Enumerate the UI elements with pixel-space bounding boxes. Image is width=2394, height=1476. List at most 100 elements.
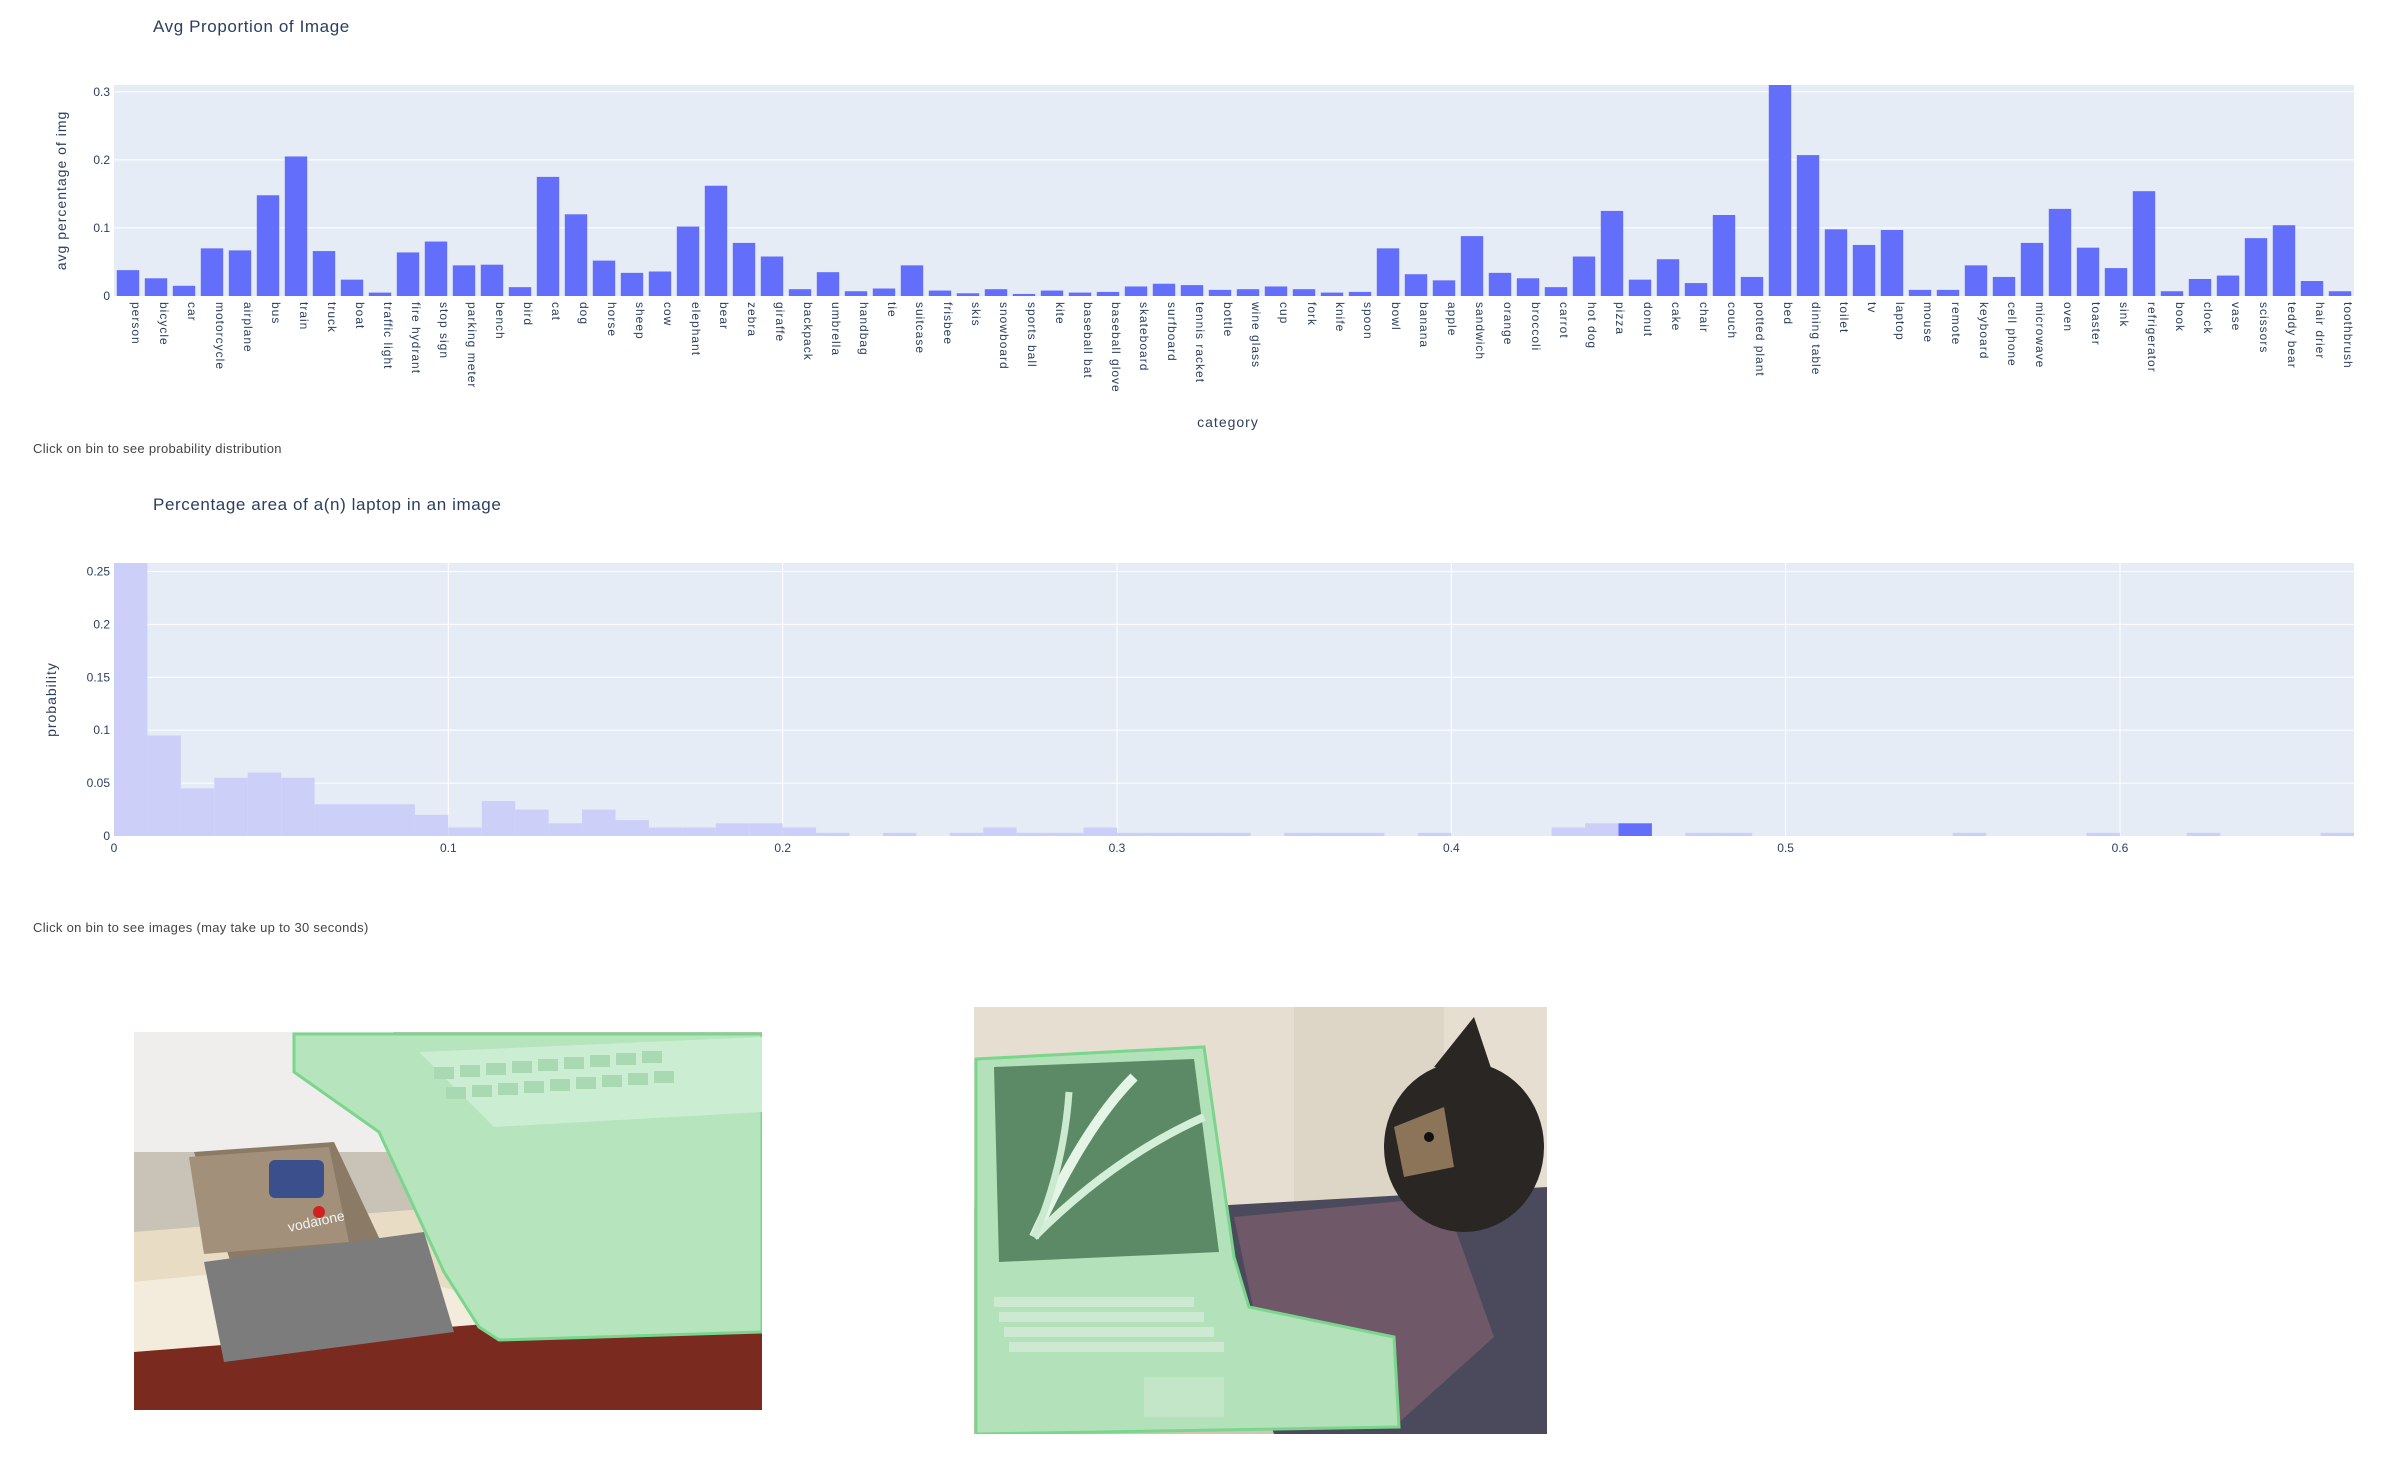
x-tick-label: toaster: [2089, 302, 2103, 346]
x-tick-label: kite: [1053, 302, 1067, 325]
x-tick-label: laptop: [1893, 302, 1907, 341]
x-tick-label: truck: [325, 302, 339, 333]
x-tick-label: cell phone: [2005, 302, 2019, 367]
hist-bin: [749, 823, 783, 836]
y-tick-label: 0: [103, 289, 110, 303]
x-tick-label: cup: [1277, 302, 1291, 324]
bar-microwave: [2020, 242, 2044, 296]
x-tick-label: train: [297, 302, 311, 330]
bar-baseball-bat: [1068, 292, 1092, 296]
x-tick-label: bear: [717, 302, 731, 330]
hist-bin: [2320, 832, 2354, 836]
x-axis-title: category: [1197, 414, 1259, 430]
bar-handbag: [844, 291, 868, 296]
bar-bottle: [1208, 289, 1232, 296]
bar-bench: [480, 264, 504, 296]
x-tick-label: bowl: [1389, 302, 1403, 331]
x-tick-label: sandwich: [1473, 302, 1487, 360]
bar-traffic-light: [368, 292, 392, 296]
bar-dining-table: [1796, 155, 1820, 296]
y-tick-label: 0.25: [87, 564, 111, 578]
bar-keyboard: [1964, 265, 1988, 296]
bar-book: [2160, 291, 2184, 296]
x-tick-label: keyboard: [1977, 302, 1991, 359]
bar-bird: [508, 287, 532, 296]
bar-baseball-glove: [1096, 291, 1120, 296]
avg-proportion-bar-chart[interactable]: 0 0.1 0.2 0.3 person bicycle car motorcycle airp…: [0, 0, 2394, 440]
hist-bin: [2186, 832, 2221, 836]
bar-banana: [1404, 274, 1428, 296]
x-tick-label: spoon: [1361, 302, 1375, 340]
x-tick-label: snowboard: [997, 302, 1011, 370]
bar-sports-ball: [1012, 293, 1036, 296]
x-tick-label: carrot: [1557, 302, 1571, 339]
hist-bin: [1317, 832, 1352, 836]
x-tick-label: couch: [1725, 302, 1739, 339]
bar-wine-glass: [1236, 289, 1260, 296]
bar-umbrella: [816, 272, 840, 296]
bar-bed: [1768, 85, 1792, 296]
bar-frisbee: [928, 290, 952, 296]
result-image-phones-laptop[interactable]: vodafone: [134, 1032, 762, 1410]
y-tick-label: 0.05: [87, 776, 111, 790]
y-axis-title: probability: [43, 662, 59, 737]
x-tick-label: airplane: [241, 302, 255, 353]
x-tick-label: tie: [885, 302, 899, 318]
hist-bin: [414, 814, 449, 836]
bar-bowl: [1376, 248, 1400, 296]
x-tick-label: elephant: [689, 302, 703, 356]
x-tick-label: fork: [1305, 302, 1319, 326]
bar-remote: [1936, 289, 1960, 296]
x-tick-label: bird: [521, 302, 535, 326]
y-tick-label: 0.2: [93, 153, 110, 167]
x-tick-label: potted plant: [1753, 302, 1767, 377]
bar-carrot: [1544, 287, 1568, 296]
bar-giraffe: [760, 256, 784, 296]
x-tick-label: remote: [1949, 302, 1963, 345]
bar-cell-phone: [1992, 276, 2016, 296]
hist-bin: [782, 827, 817, 836]
bar-oven: [2048, 208, 2072, 296]
x-tick-label: tennis racket: [1193, 302, 1207, 383]
bar-pizza: [1600, 210, 1624, 296]
x-tick-label: sports ball: [1025, 302, 1039, 368]
bar-bicycle: [144, 278, 168, 296]
x-tick-label: skis: [969, 302, 983, 327]
bar-knife: [1320, 292, 1344, 296]
x-tick-label: suitcase: [913, 302, 927, 354]
x-tick-label: wine glass: [1249, 301, 1263, 368]
bar-cat: [536, 176, 560, 296]
x-tick-label: oven: [2061, 302, 2075, 332]
hist-bin: [314, 804, 349, 836]
bar-stop-sign: [424, 241, 448, 296]
x-tick-label: 0.2: [774, 841, 791, 855]
bar-skateboard: [1124, 286, 1148, 296]
x-tick-label: 0.3: [1109, 841, 1126, 855]
laptop-area-histogram[interactable]: 0 0.05 0.1 0.15 0.2 0.25 0 0.1 0.2 0.3 0.4 0.5 0.6 pr…: [0, 470, 2394, 870]
bar-hot-dog: [1572, 256, 1596, 296]
chart1-title: Avg Proportion of Image: [153, 17, 350, 36]
x-tick-label: book: [2173, 302, 2187, 332]
bar-airplane: [228, 250, 252, 296]
hist-bin: [1116, 832, 1151, 836]
hist-bin: [983, 827, 1017, 836]
bar-parking-meter: [452, 265, 476, 296]
bar-elephant: [676, 226, 700, 296]
y-tick-label: 0.1: [93, 723, 110, 737]
bar-hair-drier: [2300, 281, 2324, 296]
hist-bin: [114, 563, 148, 836]
x-tick-label: mouse: [1921, 302, 1935, 343]
bar-suitcase: [900, 265, 924, 296]
y-tick-label: 0.3: [93, 85, 110, 99]
result-image-cat-laptop[interactable]: [974, 1007, 1547, 1434]
bar-boat: [340, 279, 364, 296]
hist-bin: [348, 804, 382, 836]
hist-bin: [214, 777, 248, 836]
hist-bin: [1284, 832, 1318, 836]
x-tick-label: refrigerator: [2145, 302, 2159, 373]
x-tick-label: skateboard: [1137, 302, 1151, 371]
x-tick-label: sheep: [633, 302, 647, 340]
x-tick-label: fire hydrant: [409, 302, 423, 374]
bar-bear: [704, 185, 728, 296]
hist-bin: [448, 827, 482, 836]
